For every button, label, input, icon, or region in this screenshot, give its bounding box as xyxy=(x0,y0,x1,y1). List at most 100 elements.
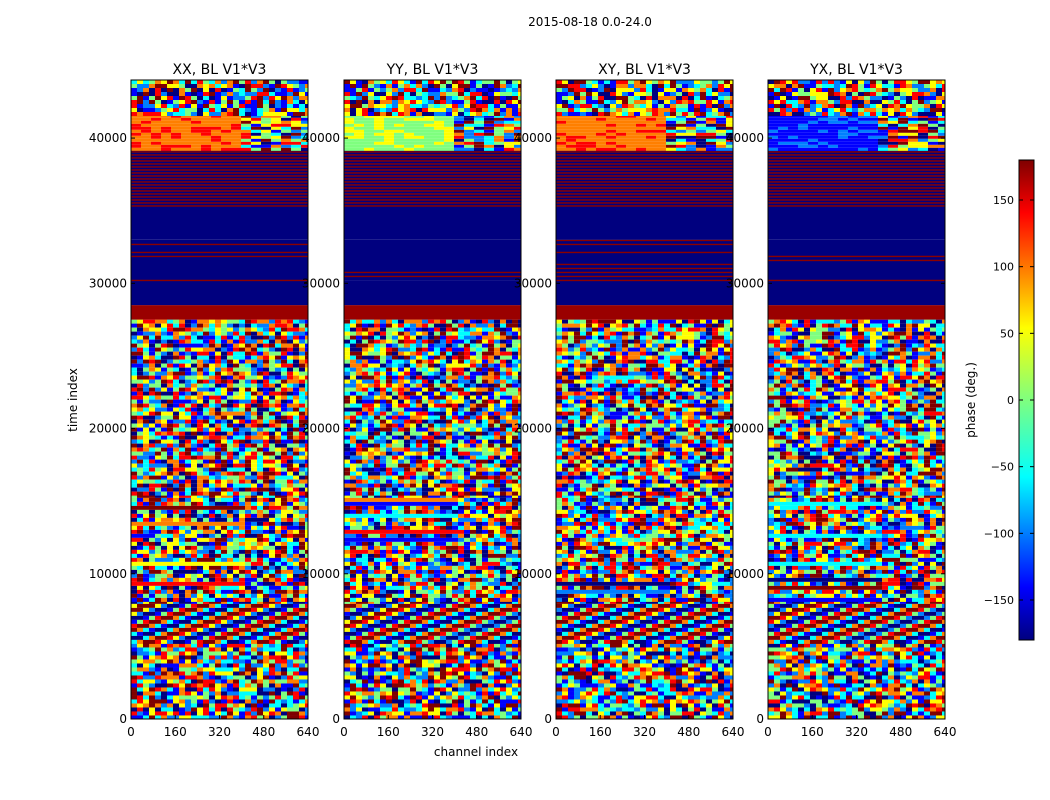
band-navy_red_lines xyxy=(344,239,521,281)
x-tick-label: 160 xyxy=(377,725,400,739)
band-gradient xyxy=(556,114,733,151)
band-gradient xyxy=(768,114,945,151)
panel-xy: XY, BL V1*V3 0 10000 20000 30000 40000 0 160 320… xyxy=(514,62,745,739)
band-navy_red_lines xyxy=(131,239,308,282)
band-red_navy_stripes xyxy=(344,148,521,207)
band-noise xyxy=(556,80,733,116)
y-tick-label: 40000 xyxy=(514,131,552,145)
band-red xyxy=(344,305,521,320)
band-navy_red_lines xyxy=(768,239,945,282)
colorbar-label: phase (deg.) xyxy=(964,362,978,438)
band-red xyxy=(556,305,733,320)
y-tick-label: 0 xyxy=(332,712,340,726)
heatmap-image xyxy=(131,80,308,719)
x-tick-label: 320 xyxy=(421,725,444,739)
band-fringe xyxy=(131,599,308,644)
y-tick-label: 10000 xyxy=(514,567,552,581)
y-tick-label: 30000 xyxy=(514,276,552,290)
heatmap-image xyxy=(556,80,733,719)
x-tick-label: 640 xyxy=(934,725,957,739)
panel-title: XX, BL V1*V3 xyxy=(173,62,267,78)
band-gradient xyxy=(344,114,521,151)
band-navy xyxy=(556,206,733,240)
x-tick-label: 640 xyxy=(722,725,745,739)
band-navy xyxy=(131,206,308,240)
colorbar-tick-label: −150 xyxy=(984,594,1014,607)
y-tick-label: 0 xyxy=(544,712,552,726)
heatmap-image xyxy=(344,80,521,719)
panel-yy: YY, BL V1*V3 0 10000 20000 30000 40000 0 160 320… xyxy=(302,62,533,739)
band-noise xyxy=(131,80,308,116)
panel-title: YX, BL V1*V3 xyxy=(809,62,903,78)
y-tick-label: 30000 xyxy=(89,276,127,290)
band-noise_streaks xyxy=(131,493,308,602)
x-tick-label: 0 xyxy=(764,725,772,739)
y-tick-label: 10000 xyxy=(726,567,764,581)
band-noise xyxy=(768,643,945,719)
panel-yx: YX, BL V1*V3 0 10000 20000 30000 40000 0 160 320… xyxy=(726,62,957,739)
band-fringe xyxy=(556,599,733,644)
band-noise xyxy=(131,319,308,496)
y-tick-label: 20000 xyxy=(726,422,764,436)
heatmap-image xyxy=(768,80,945,719)
y-tick-label: 10000 xyxy=(302,567,340,581)
panel-title: XY, BL V1*V3 xyxy=(598,62,691,78)
band-noise xyxy=(344,643,521,719)
figure-title: 2015-08-18 0.0-24.0 xyxy=(528,15,652,29)
y-tick-label: 30000 xyxy=(302,276,340,290)
band-noise xyxy=(768,319,945,496)
band-fringe xyxy=(768,599,945,644)
panels: XX, BL V1*V3 0 10000 20000 30000 40000 0 160 320… xyxy=(89,62,957,739)
colorbar-tick-label: −50 xyxy=(991,461,1014,474)
x-tick-label: 0 xyxy=(340,725,348,739)
x-tick-label: 160 xyxy=(589,725,612,739)
band-noise xyxy=(344,80,521,116)
x-tick-label: 160 xyxy=(164,725,187,739)
band-noise xyxy=(768,80,945,116)
x-tick-label: 160 xyxy=(801,725,824,739)
band-red_navy_stripes xyxy=(556,148,733,207)
x-tick-label: 480 xyxy=(677,725,700,739)
band-noise_streaks xyxy=(768,493,945,602)
band-navy xyxy=(344,280,521,306)
band-navy xyxy=(768,280,945,306)
y-tick-label: 20000 xyxy=(302,422,340,436)
x-axis-label: channel index xyxy=(434,745,518,759)
x-tick-label: 640 xyxy=(510,725,533,739)
panel-title: YY, BL V1*V3 xyxy=(386,62,479,78)
y-axis-label: time index xyxy=(66,368,80,432)
colorbar-tick-label: −100 xyxy=(984,527,1014,540)
x-tick-label: 640 xyxy=(297,725,320,739)
y-tick-label: 20000 xyxy=(89,422,127,436)
x-tick-label: 320 xyxy=(845,725,868,739)
band-navy xyxy=(344,206,521,240)
y-tick-label: 40000 xyxy=(89,131,127,145)
colorbar-tick-label: 0 xyxy=(1007,394,1014,407)
band-red_navy_stripes xyxy=(131,148,308,207)
band-red xyxy=(131,305,308,320)
x-tick-label: 480 xyxy=(465,725,488,739)
x-tick-label: 320 xyxy=(633,725,656,739)
y-tick-label: 40000 xyxy=(302,131,340,145)
x-tick-label: 0 xyxy=(552,725,560,739)
y-tick-label: 30000 xyxy=(726,276,764,290)
band-noise xyxy=(556,643,733,719)
band-navy xyxy=(768,206,945,240)
y-tick-label: 20000 xyxy=(514,422,552,436)
y-tick-label: 0 xyxy=(756,712,764,726)
band-gradient xyxy=(131,114,308,151)
colorbar-ticks: 150 100 50 0 −50 −100 −150 xyxy=(984,194,1034,607)
band-noise xyxy=(556,319,733,496)
band-navy xyxy=(556,280,733,306)
colorbar-tick-label: 50 xyxy=(1000,327,1014,340)
x-tick-label: 0 xyxy=(127,725,135,739)
band-navy_red_lines xyxy=(556,239,733,282)
band-navy xyxy=(131,280,308,306)
x-tick-label: 480 xyxy=(252,725,275,739)
colorbar-tick-label: 100 xyxy=(993,261,1014,274)
band-red xyxy=(768,305,945,320)
y-tick-label: 0 xyxy=(119,712,127,726)
x-tick-label: 480 xyxy=(889,725,912,739)
band-red_navy_stripes xyxy=(768,148,945,207)
